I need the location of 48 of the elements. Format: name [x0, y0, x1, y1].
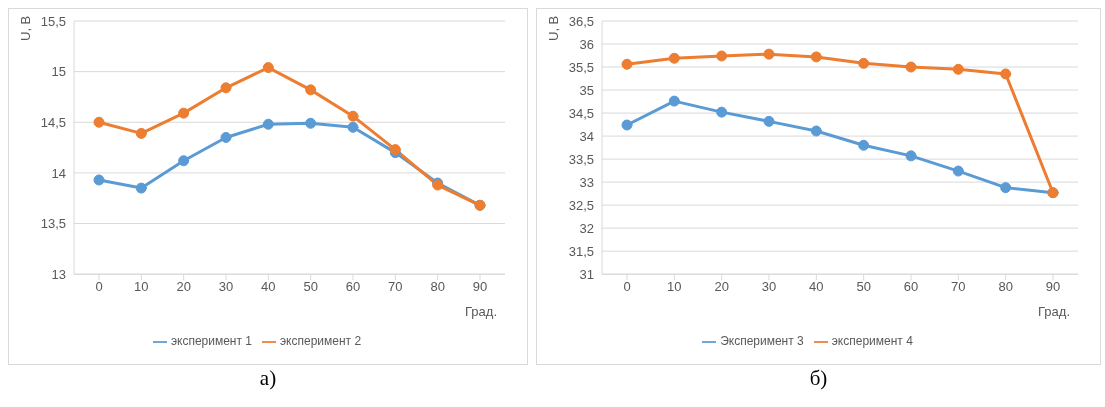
x-axis-title: Град.	[1038, 304, 1070, 320]
legend-label: эксперимент 2	[280, 334, 362, 349]
x-tick-label: 80	[430, 279, 445, 295]
y-tick-label: 34	[579, 128, 594, 144]
x-tick-label: 20	[714, 279, 729, 295]
y-tick-label: 13,5	[40, 216, 66, 232]
x-tick-label: 20	[176, 279, 191, 295]
y-tick-label: 34,5	[568, 105, 594, 121]
x-tick-label: 70	[951, 279, 966, 295]
text: а)	[258, 365, 278, 391]
legend-label: эксперимент 4	[831, 334, 913, 349]
x-tick-label: 40	[809, 279, 824, 295]
x-tick-label: 50	[856, 279, 871, 295]
y-tick-label: 32	[579, 220, 594, 236]
legend-label: Эксперимент 3	[720, 334, 804, 349]
y-tick-label: 35	[579, 82, 594, 98]
y-tick-label: 32,5	[568, 197, 594, 213]
y-tick-label: 15	[51, 64, 66, 80]
y-tick-label: 14	[51, 165, 66, 181]
y-tick-label: 15,5	[40, 13, 66, 29]
y-tick-label: 33	[579, 174, 594, 190]
x-tick-label: 30	[761, 279, 777, 295]
legend-label: эксперимент 1	[170, 334, 252, 349]
y-tick-label: 31,5	[568, 243, 594, 259]
x-tick-label: 90	[472, 279, 488, 295]
y-axis-title: U, В	[18, 15, 34, 41]
text: б)	[808, 365, 829, 391]
y-tick-label: 36	[579, 36, 594, 52]
x-tick-label: 80	[998, 279, 1013, 295]
x-tick-label: 70	[388, 279, 403, 295]
x-tick-label: 60	[903, 279, 919, 295]
x-tick-label: 60	[345, 279, 361, 295]
y-axis-title: U, В	[546, 15, 562, 41]
y-tick-label: 31	[579, 266, 594, 282]
x-tick-label: 0	[623, 279, 631, 295]
y-tick-label: 33,5	[568, 151, 594, 167]
x-axis-title: Град.	[465, 304, 497, 320]
x-tick-label: 50	[303, 279, 318, 295]
x-tick-label: 90	[1045, 279, 1061, 295]
y-tick-label: 35,5	[568, 59, 594, 75]
x-tick-label: 10	[134, 279, 149, 295]
y-tick-label: 14,5	[40, 114, 66, 130]
y-tick-label: 36,5	[568, 13, 594, 29]
x-tick-label: 30	[218, 279, 234, 295]
x-tick-label: 10	[667, 279, 682, 295]
x-tick-label: 40	[261, 279, 276, 295]
y-tick-label: 13	[51, 266, 66, 282]
x-tick-label: 0	[95, 279, 103, 295]
